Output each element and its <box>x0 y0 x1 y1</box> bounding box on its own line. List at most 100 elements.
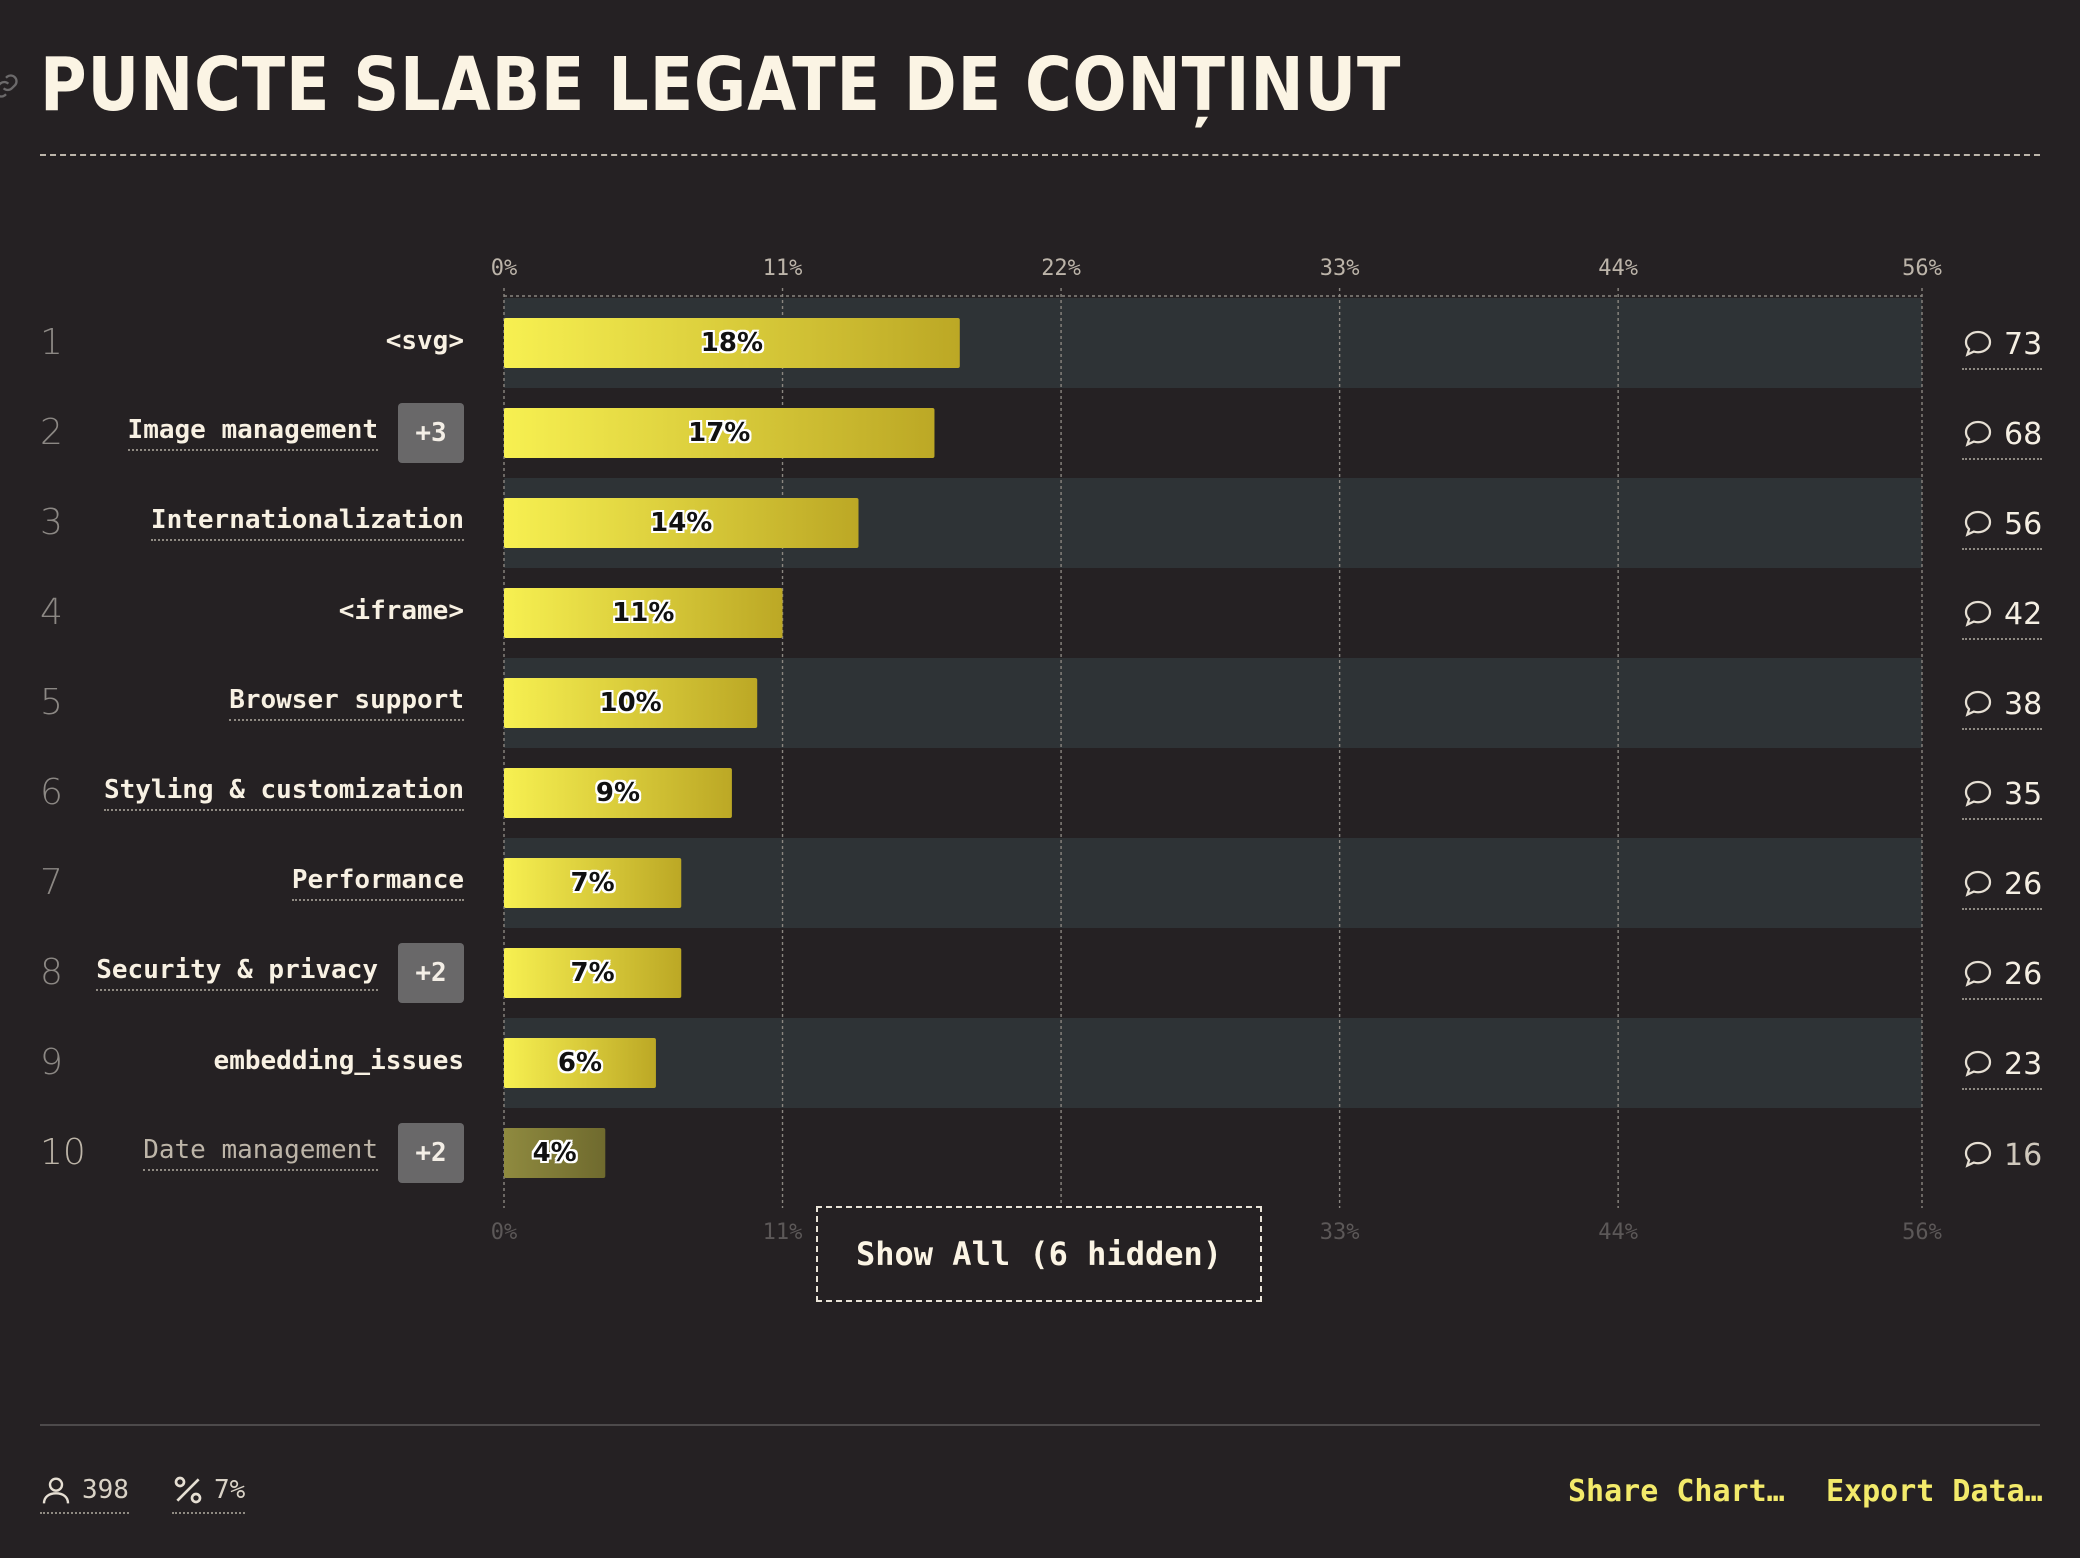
row-rank: 1 <box>40 322 63 363</box>
comment-count-value: 73 <box>2004 326 2043 362</box>
comment-count[interactable]: 42 <box>1962 568 2043 658</box>
chart-row: 8 Security & privacy +2 7% 26 <box>0 928 2080 1018</box>
comment-count[interactable]: 26 <box>1962 928 2043 1018</box>
bar[interactable] <box>504 588 783 638</box>
bar[interactable] <box>504 318 960 368</box>
tick-label: 22% <box>1041 256 1081 281</box>
bar-value-label: 9% <box>595 778 641 808</box>
respondents-stat[interactable]: 398 <box>40 1474 129 1514</box>
row-rank: 8 <box>40 952 63 993</box>
tick-label: 0% <box>490 256 518 281</box>
bar-value-label: 10% <box>599 688 662 718</box>
bar[interactable] <box>504 948 682 998</box>
chart-row: 7 Performance 7% 26 <box>0 838 2080 928</box>
comment-icon <box>1964 690 1992 717</box>
comment-icon <box>1964 600 1992 627</box>
row-label-group: <iframe> <box>339 568 464 658</box>
bar-value-label: 4% <box>532 1138 577 1168</box>
comment-count[interactable]: 35 <box>1962 748 2043 838</box>
percent-value: 7% <box>214 1475 246 1505</box>
tick-label: 56% <box>1902 256 1942 281</box>
row-rank: 7 <box>40 862 63 903</box>
tick-label: 44% <box>1598 1220 1639 1245</box>
row-label[interactable]: Performance <box>291 865 464 901</box>
row-rank: 9 <box>40 1042 63 1083</box>
chart-row: 4 <iframe> 11% 42 <box>0 568 2080 658</box>
row-label[interactable]: Styling & customization <box>103 775 464 811</box>
row-label: <svg> <box>385 326 464 356</box>
more-items-badge[interactable]: +2 <box>398 1123 464 1183</box>
more-items-badge[interactable]: +2 <box>398 943 464 1003</box>
percent-stat[interactable]: 7% <box>172 1474 246 1514</box>
comment-icon <box>1964 1141 1992 1168</box>
show-all-button[interactable]: Show All (6 hidden) <box>816 1206 1262 1302</box>
row-label-group: Browser support <box>229 658 464 748</box>
respondents-count: 398 <box>82 1475 129 1505</box>
link-icon[interactable] <box>0 72 20 100</box>
row-label: embedding_issues <box>213 1046 464 1076</box>
row-label-group: embedding_issues <box>214 1018 464 1108</box>
comment-count[interactable]: 73 <box>1962 298 2043 388</box>
comment-count[interactable]: 16 <box>1962 1108 2042 1198</box>
row-label-group: Styling & customization <box>103 748 464 838</box>
row-label[interactable]: Image management <box>127 415 378 451</box>
chart-row: 3 Internationalization 14% 56 <box>0 478 2080 568</box>
chart-row: 10 Date management +2 4% 16 <box>0 1108 2080 1198</box>
comment-count-value: 56 <box>2004 506 2043 542</box>
tick-label: 11% <box>762 256 803 281</box>
bar[interactable] <box>504 858 682 908</box>
chart-row: 9 embedding_issues 6% 23 <box>0 1018 2080 1108</box>
bar[interactable] <box>504 678 758 728</box>
comment-count-value: 35 <box>2004 776 2043 812</box>
chart-row: 5 Browser support 10% 38 <box>0 658 2080 748</box>
tick-label: 0% <box>490 1220 518 1245</box>
bar[interactable] <box>504 408 935 458</box>
bar[interactable] <box>504 1038 656 1088</box>
comment-count-value: 16 <box>2004 1137 2043 1173</box>
comment-count-value: 26 <box>2004 866 2043 902</box>
bar-value-label: 17% <box>688 418 751 448</box>
share-chart-link[interactable]: Share Chart… <box>1568 1474 1785 1509</box>
bar[interactable] <box>504 1128 606 1178</box>
tick-label: 33% <box>1319 256 1360 281</box>
comment-icon <box>1964 510 1992 537</box>
row-label[interactable]: Security & privacy <box>96 955 378 991</box>
bar[interactable] <box>504 498 859 548</box>
row-label-group: Security & privacy +2 <box>96 928 464 1018</box>
comment-count[interactable]: 26 <box>1962 838 2043 928</box>
comment-icon <box>1964 780 1992 807</box>
row-label-group: <svg> <box>386 298 464 388</box>
row-label-group: Image management +3 <box>127 388 464 478</box>
comment-icon <box>1964 1050 1992 1077</box>
comment-count-value: 42 <box>2004 596 2043 632</box>
row-rank: 3 <box>40 502 63 543</box>
comment-icon <box>1964 330 1992 357</box>
title-divider <box>40 154 2040 156</box>
comment-count-value: 38 <box>2004 686 2043 722</box>
comment-count[interactable]: 68 <box>1962 388 2043 478</box>
row-rank: 4 <box>40 592 63 633</box>
row-rank: 10 <box>40 1132 86 1173</box>
chart-row: 6 Styling & customization 9% 35 <box>0 748 2080 838</box>
row-rank: 5 <box>40 682 63 723</box>
row-label-group: Date management +2 <box>143 1108 464 1198</box>
comment-count[interactable]: 23 <box>1962 1018 2043 1108</box>
bar-value-label: 7% <box>570 868 615 898</box>
comment-count[interactable]: 56 <box>1962 478 2043 568</box>
row-label[interactable]: Date management <box>143 1135 378 1171</box>
comment-icon <box>1964 420 1992 447</box>
export-data-link[interactable]: Export Data… <box>1826 1474 2043 1509</box>
comment-count-value: 23 <box>2004 1046 2043 1082</box>
row-label[interactable]: Internationalization <box>150 505 464 541</box>
row-label-group: Performance <box>291 838 464 928</box>
bar[interactable] <box>504 768 732 818</box>
row-label[interactable]: Browser support <box>229 685 464 721</box>
row-rank: 2 <box>40 412 63 453</box>
comment-count[interactable]: 38 <box>1962 658 2043 748</box>
more-items-badge[interactable]: +3 <box>398 403 464 463</box>
bar-value-label: 14% <box>650 508 713 538</box>
row-label-group: Internationalization <box>150 478 464 568</box>
chart-row: 1 <svg> 18% 73 <box>0 298 2080 388</box>
